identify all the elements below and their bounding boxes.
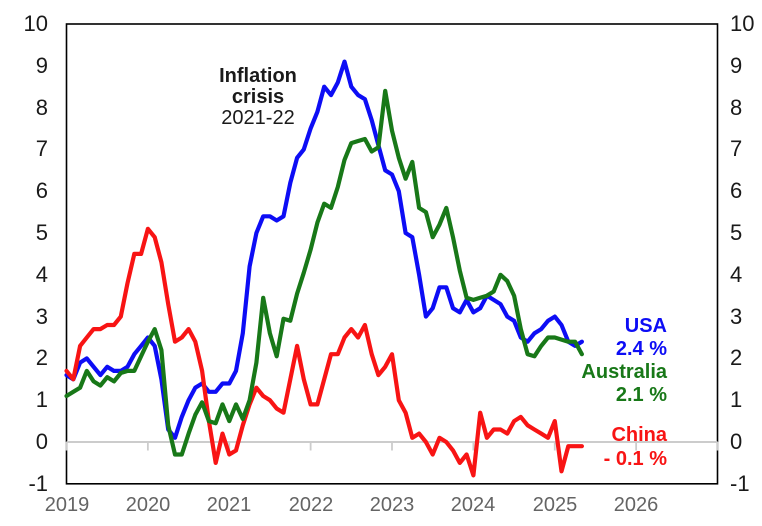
usa-line xyxy=(64,59,585,440)
y-axis-label-right: 5 xyxy=(730,220,743,245)
y-axis-label-right: 6 xyxy=(730,178,743,203)
x-axis-label: 2019 xyxy=(44,494,90,516)
annotation-line-1: Inflation xyxy=(219,65,297,87)
y-axis-label-right: 8 xyxy=(730,95,743,120)
china-series-label: China xyxy=(611,424,667,446)
y-axis-label-right: -1 xyxy=(730,471,750,496)
y-axis-label-left: 1 xyxy=(35,387,48,412)
x-axis-label: 2025 xyxy=(532,494,578,516)
y-axis-label-right: 0 xyxy=(730,429,743,454)
australia-series-value: 2.1 % xyxy=(615,384,667,406)
y-axis-label-left: 4 xyxy=(35,262,48,287)
y-axis-label-right: 7 xyxy=(730,136,743,161)
australia-line xyxy=(64,88,585,457)
x-axis-label: 2022 xyxy=(288,494,334,516)
x-axis-label: 2020 xyxy=(125,494,171,516)
y-axis-label-right: 9 xyxy=(730,53,743,78)
y-axis-label-right: 4 xyxy=(730,262,743,287)
y-axis-label-left: 7 xyxy=(35,136,48,161)
x-axis-label: 2021 xyxy=(206,494,252,516)
y-axis-label-left: 3 xyxy=(35,304,48,329)
y-axis-label-right: 10 xyxy=(730,11,755,36)
usa-series-label: USA xyxy=(624,315,667,337)
china-series-value: - 0.1 % xyxy=(603,448,667,470)
y-axis-label-left: 9 xyxy=(35,53,48,78)
y-axis-label-left: 6 xyxy=(35,178,48,203)
y-axis-label-right: 3 xyxy=(730,304,743,329)
x-axis-label: 2026 xyxy=(613,494,659,516)
annotation-line-2: crisis xyxy=(231,86,285,108)
chart-annotation: Inflation crisis 2021-22 xyxy=(168,66,348,129)
y-axis-label-left: 5 xyxy=(35,220,48,245)
y-axis-label-left: 8 xyxy=(35,95,48,120)
annotation-line-3: 2021-22 xyxy=(221,107,295,129)
plot-border xyxy=(65,23,719,485)
australia-series-label: Australia xyxy=(581,361,667,383)
y-axis-label-left: -1 xyxy=(28,471,48,496)
x-axis-label: 2024 xyxy=(450,494,496,516)
y-axis-label-right: 2 xyxy=(730,345,743,370)
y-axis-label-left: 10 xyxy=(23,11,48,36)
y-axis-label-left: 2 xyxy=(35,345,48,370)
china-line xyxy=(64,226,585,478)
x-axis-label: 2023 xyxy=(369,494,415,516)
usa-series-value: 2.4 % xyxy=(615,338,667,360)
y-axis-label-right: 1 xyxy=(730,387,743,412)
y-axis-label-left: 0 xyxy=(35,429,48,454)
